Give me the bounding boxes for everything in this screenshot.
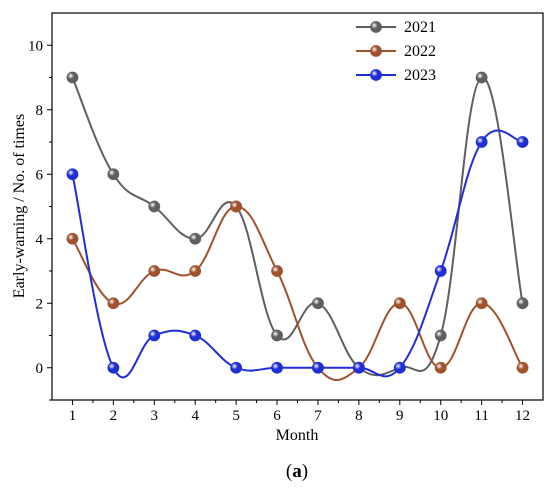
data-point (189, 232, 202, 245)
data-point (107, 297, 120, 310)
data-point (475, 297, 488, 310)
series-2023 (66, 129, 529, 379)
data-point (516, 136, 529, 148)
y-axis-title: Early-warning / No. of times (11, 114, 28, 298)
series-2022 (66, 200, 529, 381)
data-point (271, 265, 283, 277)
legend: 2021 2022 2023 (356, 19, 436, 84)
legend-item: 2022 (356, 43, 436, 60)
caption-close-paren: ) (302, 461, 308, 482)
legend-label: 2022 (404, 43, 436, 60)
legend-item: 2023 (356, 67, 436, 84)
legend-label: 2021 (404, 19, 436, 36)
data-point (107, 361, 120, 374)
data-point (434, 329, 447, 342)
caption-letter: a (292, 461, 302, 482)
data-point (352, 361, 365, 374)
x-axis-title: Month (276, 427, 319, 444)
x-tick-label: 1 (69, 408, 77, 424)
legend-swatch-marker (370, 69, 382, 81)
data-point (475, 71, 488, 84)
figure-caption: (a) (286, 461, 308, 482)
series-layer (66, 71, 529, 381)
data-point (189, 329, 202, 342)
x-tick-label: 10 (433, 408, 448, 424)
y-tick-label: 4 (36, 232, 44, 248)
data-point (66, 232, 79, 245)
x-tick-label: 9 (396, 408, 404, 424)
plot-frame (51, 12, 544, 401)
data-point (434, 265, 447, 277)
data-point (148, 265, 161, 277)
y-tick-label: 2 (36, 296, 44, 312)
legend-swatch-marker (370, 45, 382, 57)
caption-open-paren: ( (286, 461, 292, 482)
data-point (271, 361, 283, 374)
data-point (189, 265, 202, 277)
x-tick-label: 11 (474, 408, 488, 424)
data-point (66, 71, 79, 84)
data-point (148, 200, 161, 213)
x-tick-label: 4 (191, 408, 199, 424)
data-point (148, 329, 161, 342)
x-tick-label: 5 (232, 408, 240, 424)
data-point (393, 297, 406, 310)
legend-label: 2023 (404, 67, 436, 84)
data-point (66, 168, 79, 181)
data-point (516, 297, 529, 310)
x-tick-label: 3 (151, 408, 159, 424)
y-tick-label: 0 (36, 361, 44, 377)
x-tick-label: 8 (355, 408, 363, 424)
data-point (312, 361, 324, 374)
data-point (393, 361, 406, 374)
data-point (516, 361, 529, 374)
x-tick-label: 2 (110, 408, 118, 424)
y-tick-label: 8 (36, 103, 44, 119)
series-2021 (66, 71, 529, 377)
data-point (107, 168, 120, 181)
y-tick-label: 6 (36, 167, 44, 183)
legend-swatch-marker (370, 21, 382, 33)
data-point (271, 329, 283, 342)
series-line (71, 129, 523, 379)
data-point (475, 136, 488, 148)
x-tick-label: 6 (273, 408, 281, 424)
x-tick-label: 7 (314, 408, 322, 424)
legend-item: 2021 (356, 19, 436, 36)
data-point (434, 361, 447, 374)
data-point (230, 200, 243, 213)
y-tick-label: 10 (28, 38, 43, 54)
data-point (230, 361, 243, 374)
x-tick-label: 12 (515, 408, 530, 424)
data-point (312, 297, 324, 310)
